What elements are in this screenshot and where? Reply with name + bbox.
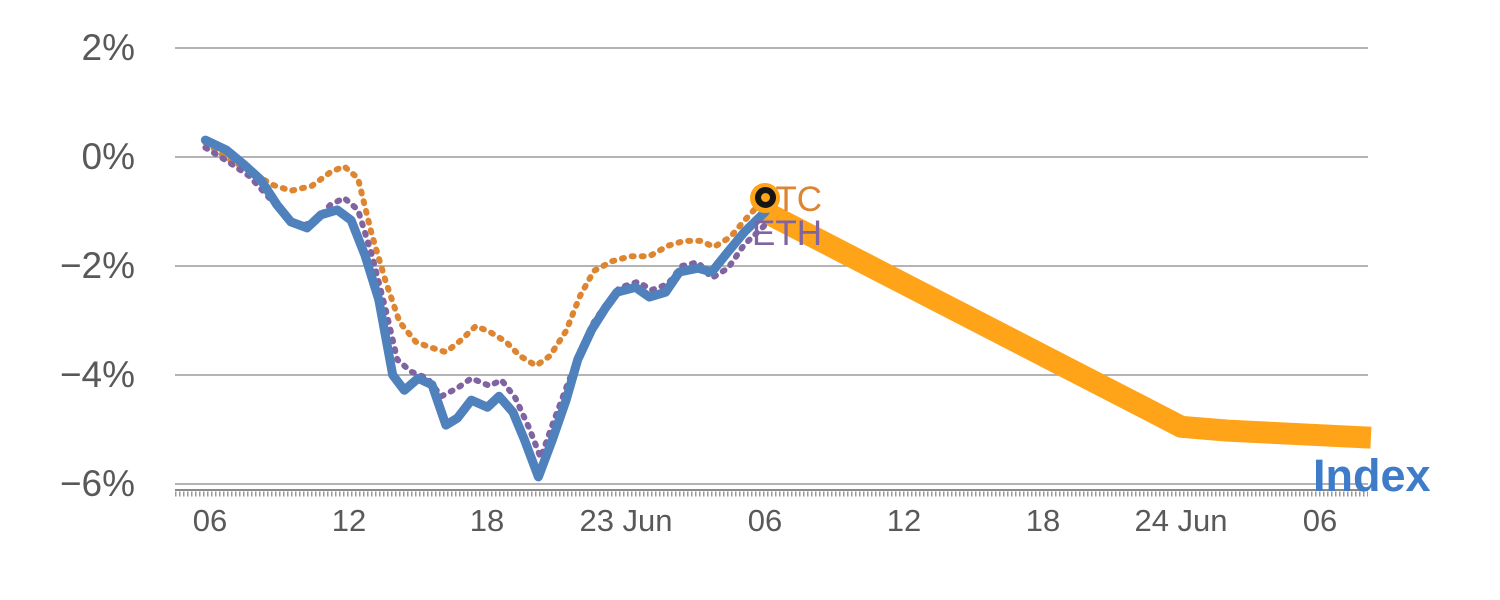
y-axis-tick-label: −6% [59,463,135,504]
x-axis-tick-label: 06 [192,503,228,538]
y-axis-tick-label: −4% [59,354,135,395]
series-label-index: Index [1313,450,1431,501]
y-axis-tick-label: 0% [81,136,135,177]
marker-ring-icon [754,187,776,209]
x-axis-tick-label: 18 [1025,503,1061,538]
x-axis-tick-label: 06 [1302,503,1338,538]
series-label-eth: ETH [752,214,822,253]
btc-endpoint-marker [750,182,780,213]
x-axis-tick-label: 18 [469,503,505,538]
x-axis-tick-label: 24 Jun [1134,503,1228,538]
y-axis-tick-label: −2% [59,245,135,286]
x-axis-tick-label: 12 [886,503,922,538]
x-axis-tick-label: 12 [331,503,367,538]
y-axis-tick-label: 2% [81,27,135,68]
x-axis-tick-label: 06 [747,503,783,538]
x-axis-tick-label: 23 Jun [579,503,673,538]
